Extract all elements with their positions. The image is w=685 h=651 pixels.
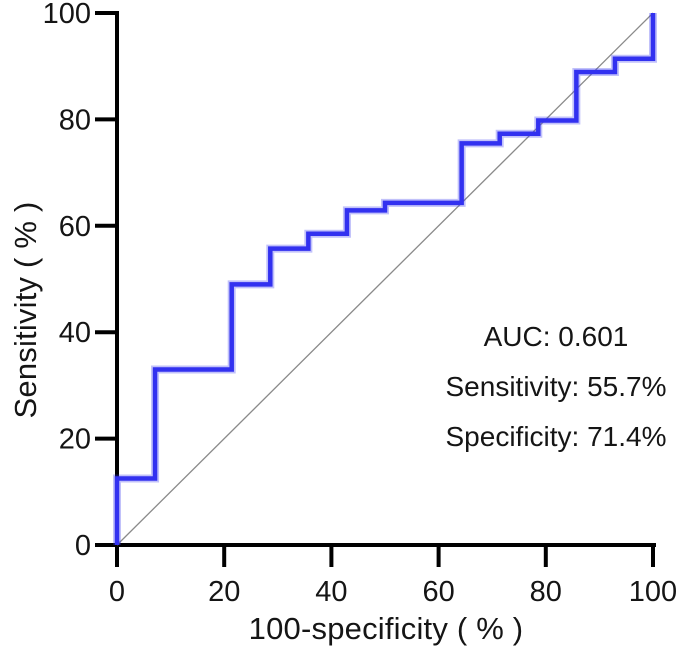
sensitivity-value: Sensitivity: 55.7% [445,371,667,402]
x-tick-label: 20 [208,576,240,608]
x-tick-label: 0 [109,576,125,608]
y-tick-label: 0 [75,530,91,562]
y-tick-label: 60 [59,211,91,243]
specificity-value: Specificity: 71.4% [445,421,667,452]
x-tick-label: 80 [530,576,562,608]
y-tick-label: 80 [59,104,91,136]
y-axis-title: Sensitivity ( % ) [8,201,43,419]
auc-value: AUC: 0.601 [483,321,629,352]
annotation-block: AUC: 0.601 Sensitivity: 55.7% Specificit… [426,312,685,462]
y-tick-label: 20 [59,424,91,456]
x-tick-label: 40 [315,576,347,608]
y-tick-label: 40 [59,317,91,349]
x-tick-label: 100 [629,576,677,608]
x-tick-label: 60 [422,576,454,608]
x-axis-title: 100-specificity ( % ) [248,611,524,646]
y-tick-label: 100 [43,0,91,30]
reference-diagonal [116,12,654,546]
roc-curve-line [114,13,656,545]
